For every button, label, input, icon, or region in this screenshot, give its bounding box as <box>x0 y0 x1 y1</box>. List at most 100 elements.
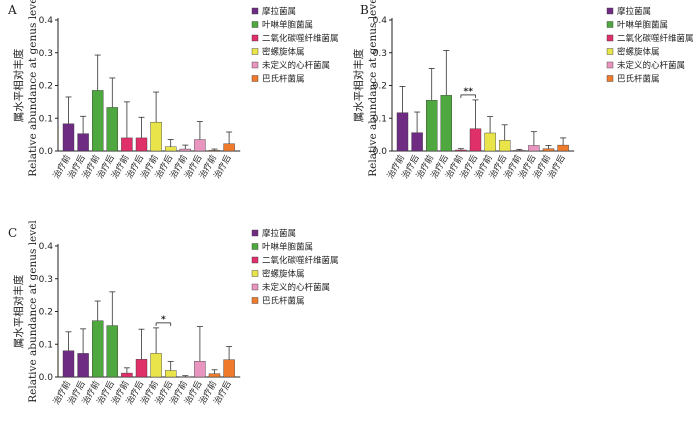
legend-swatch <box>251 297 259 304</box>
bar <box>135 359 148 378</box>
legend-label: 叶啉单胞菌属 <box>617 20 668 31</box>
bar <box>62 123 75 152</box>
bar <box>164 370 177 378</box>
y-tick-label: 0.1 <box>39 340 53 350</box>
bar <box>542 148 555 152</box>
y-tick-label: 0.4 <box>39 242 54 252</box>
legend-swatch <box>251 61 259 69</box>
bar <box>426 100 438 152</box>
bar <box>440 95 452 152</box>
bar <box>106 325 119 378</box>
legend-swatch <box>251 21 259 28</box>
bar <box>528 145 540 152</box>
bar <box>411 132 423 152</box>
bar <box>179 148 192 152</box>
bar <box>499 139 511 152</box>
y-tick-label: 0.0 <box>39 147 54 157</box>
legend-label: 未定义的心杆菌属 <box>617 60 685 71</box>
bar <box>223 143 235 152</box>
bar <box>179 376 192 378</box>
legend-label: 摩拉菌属 <box>262 228 296 239</box>
y-axis-label-zh: 属水平相对丰度 <box>12 274 25 348</box>
y-tick-label: 0.0 <box>39 373 54 383</box>
bar <box>121 372 133 378</box>
legend-label: 二氧化碳噬纤维菌属 <box>262 255 339 266</box>
legend-swatch <box>251 34 259 42</box>
panel-letter: C <box>8 226 17 240</box>
legend-label: 密螺旋体属 <box>262 269 305 280</box>
legend-label: 巴氏杆菌属 <box>262 74 305 85</box>
legend-swatch <box>606 48 614 55</box>
legend-swatch <box>251 283 259 291</box>
y-tick-label: 0.2 <box>373 82 387 92</box>
legend-label: 二氧化碳噬纤维菌属 <box>617 33 694 44</box>
bar <box>150 353 162 378</box>
panel-letter: B <box>360 3 369 17</box>
legend-label: 未定义的心杆菌属 <box>262 282 330 293</box>
bar <box>91 320 104 378</box>
bar <box>121 137 133 152</box>
y-tick-label: 0.4 <box>373 16 388 26</box>
legend-label: 巴氏杆菌属 <box>617 74 660 85</box>
y-tick-label: 0.2 <box>39 308 53 318</box>
y-tick-label: 0.1 <box>39 114 53 124</box>
legend-label: 叶啉单胞菌属 <box>262 242 313 253</box>
bar <box>557 144 569 152</box>
legend-swatch <box>251 256 259 264</box>
bar <box>91 90 104 152</box>
bar <box>106 107 119 152</box>
bar <box>62 350 75 378</box>
y-axis-label-en: Relative abundance at genus level <box>27 220 39 403</box>
legend-swatch <box>251 75 259 82</box>
legend-label: 密螺旋体属 <box>262 47 305 58</box>
bar <box>150 121 162 152</box>
legend-swatch <box>251 243 259 250</box>
legend-swatch <box>606 21 614 28</box>
legend-swatch <box>251 48 259 55</box>
legend-label: 叶啉单胞菌属 <box>262 20 313 31</box>
bar <box>223 359 235 378</box>
legend-label: 未定义的心杆菌属 <box>262 60 330 71</box>
legend-label: 摩拉菌属 <box>617 6 651 17</box>
y-tick-label: 0.3 <box>39 275 53 285</box>
significance-label: ** <box>463 87 473 97</box>
chart-panel-a: A 属水平相对丰度 Relative abundance at genus leve… <box>7 0 339 181</box>
bar <box>164 146 177 152</box>
bar <box>208 150 221 152</box>
y-axis-label-en: Relative abundance at genus level <box>367 0 379 177</box>
y-axis-label-zh: 属水平相对丰度 <box>352 48 365 122</box>
bar <box>484 132 496 152</box>
bar <box>513 150 525 152</box>
chart-panel-b: B 属水平相对丰度 Relative abundance at genus leve… <box>352 0 694 181</box>
legend-swatch <box>251 7 259 15</box>
legend-label: 摩拉菌属 <box>262 6 296 17</box>
y-tick-label: 0.1 <box>373 114 387 124</box>
legend-swatch <box>606 75 614 82</box>
bar <box>77 133 89 152</box>
significance-label: * <box>161 315 166 325</box>
legend-swatch <box>606 7 614 15</box>
legend-swatch <box>606 34 614 42</box>
y-tick-label: 0.2 <box>39 82 53 92</box>
y-tick-label: 0.3 <box>373 49 387 59</box>
y-axis-label-en: Relative abundance at genus level <box>27 0 39 177</box>
bar <box>194 139 206 152</box>
y-axis-label-zh: 属水平相对丰度 <box>12 48 25 122</box>
bar <box>208 373 221 378</box>
bar <box>194 361 206 378</box>
legend-swatch <box>606 61 614 69</box>
bar <box>455 149 467 152</box>
bar <box>396 112 409 152</box>
legend-swatch <box>251 270 259 277</box>
y-tick-label: 0.0 <box>373 147 388 157</box>
legend-swatch <box>251 229 259 237</box>
y-tick-label: 0.4 <box>39 16 54 26</box>
panel-letter: A <box>7 3 17 17</box>
bar <box>77 353 89 378</box>
bar <box>469 128 482 152</box>
legend-label: 二氧化碳噬纤维菌属 <box>262 33 339 44</box>
legend-label: 巴氏杆菌属 <box>262 296 305 307</box>
bar <box>135 137 148 152</box>
